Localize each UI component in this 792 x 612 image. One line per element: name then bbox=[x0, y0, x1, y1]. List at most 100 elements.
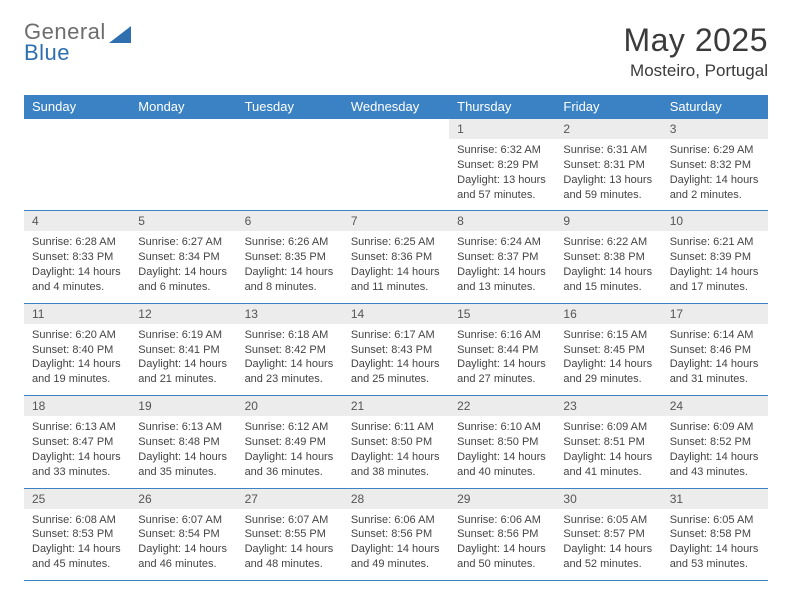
day-detail-cell: Sunrise: 6:16 AMSunset: 8:44 PMDaylight:… bbox=[449, 324, 555, 396]
sunrise-text: Sunrise: 6:06 AM bbox=[351, 513, 441, 528]
sunset-text: Sunset: 8:50 PM bbox=[457, 435, 547, 450]
daylight-text: Daylight: 14 hours and 11 minutes. bbox=[351, 265, 441, 295]
day-detail-cell: Sunrise: 6:05 AMSunset: 8:57 PMDaylight:… bbox=[555, 509, 661, 580]
day-number-cell: 25 bbox=[24, 488, 130, 509]
sunset-text: Sunset: 8:54 PM bbox=[138, 527, 228, 542]
day-detail-cell: Sunrise: 6:32 AMSunset: 8:29 PMDaylight:… bbox=[449, 139, 555, 211]
day-number-cell: 21 bbox=[343, 396, 449, 417]
day-detail-cell: Sunrise: 6:19 AMSunset: 8:41 PMDaylight:… bbox=[130, 324, 236, 396]
daylight-text: Daylight: 14 hours and 41 minutes. bbox=[563, 450, 653, 480]
daylight-text: Daylight: 13 hours and 59 minutes. bbox=[563, 173, 653, 203]
day-detail-cell bbox=[237, 139, 343, 211]
sunrise-text: Sunrise: 6:05 AM bbox=[563, 513, 653, 528]
day-number-cell: 6 bbox=[237, 211, 343, 232]
sunset-text: Sunset: 8:47 PM bbox=[32, 435, 122, 450]
daylight-text: Daylight: 14 hours and 48 minutes. bbox=[245, 542, 335, 572]
daylight-text: Daylight: 14 hours and 31 minutes. bbox=[670, 357, 760, 387]
day-number-cell: 27 bbox=[237, 488, 343, 509]
daylight-text: Daylight: 14 hours and 50 minutes. bbox=[457, 542, 547, 572]
sunrise-text: Sunrise: 6:28 AM bbox=[32, 235, 122, 250]
day-detail-cell: Sunrise: 6:11 AMSunset: 8:50 PMDaylight:… bbox=[343, 416, 449, 488]
day-number-cell: 13 bbox=[237, 303, 343, 324]
sunset-text: Sunset: 8:49 PM bbox=[245, 435, 335, 450]
sunrise-text: Sunrise: 6:07 AM bbox=[138, 513, 228, 528]
day-detail-row: Sunrise: 6:32 AMSunset: 8:29 PMDaylight:… bbox=[24, 139, 768, 211]
sunrise-text: Sunrise: 6:13 AM bbox=[138, 420, 228, 435]
sunset-text: Sunset: 8:44 PM bbox=[457, 343, 547, 358]
day-detail-cell: Sunrise: 6:17 AMSunset: 8:43 PMDaylight:… bbox=[343, 324, 449, 396]
daylight-text: Daylight: 14 hours and 21 minutes. bbox=[138, 357, 228, 387]
sunrise-text: Sunrise: 6:09 AM bbox=[563, 420, 653, 435]
daylight-text: Daylight: 14 hours and 29 minutes. bbox=[563, 357, 653, 387]
day-number-row: 18192021222324 bbox=[24, 396, 768, 417]
sunrise-text: Sunrise: 6:21 AM bbox=[670, 235, 760, 250]
title-block: May 2025 Mosteiro, Portugal bbox=[623, 22, 768, 81]
daylight-text: Daylight: 14 hours and 53 minutes. bbox=[670, 542, 760, 572]
month-title: May 2025 bbox=[623, 22, 768, 59]
weekday-header: Tuesday bbox=[237, 95, 343, 119]
sunset-text: Sunset: 8:52 PM bbox=[670, 435, 760, 450]
day-detail-row: Sunrise: 6:13 AMSunset: 8:47 PMDaylight:… bbox=[24, 416, 768, 488]
daylight-text: Daylight: 14 hours and 17 minutes. bbox=[670, 265, 760, 295]
day-number-cell: 15 bbox=[449, 303, 555, 324]
sunset-text: Sunset: 8:55 PM bbox=[245, 527, 335, 542]
sunset-text: Sunset: 8:50 PM bbox=[351, 435, 441, 450]
day-detail-cell: Sunrise: 6:14 AMSunset: 8:46 PMDaylight:… bbox=[662, 324, 768, 396]
sunset-text: Sunset: 8:45 PM bbox=[563, 343, 653, 358]
sunrise-text: Sunrise: 6:12 AM bbox=[245, 420, 335, 435]
day-detail-cell: Sunrise: 6:25 AMSunset: 8:36 PMDaylight:… bbox=[343, 231, 449, 303]
day-number-cell: 30 bbox=[555, 488, 661, 509]
weekday-header: Wednesday bbox=[343, 95, 449, 119]
day-detail-cell: Sunrise: 6:06 AMSunset: 8:56 PMDaylight:… bbox=[343, 509, 449, 580]
sunset-text: Sunset: 8:42 PM bbox=[245, 343, 335, 358]
day-detail-cell: Sunrise: 6:06 AMSunset: 8:56 PMDaylight:… bbox=[449, 509, 555, 580]
day-number-cell: 1 bbox=[449, 119, 555, 140]
daylight-text: Daylight: 14 hours and 38 minutes. bbox=[351, 450, 441, 480]
day-number-cell: 18 bbox=[24, 396, 130, 417]
sunset-text: Sunset: 8:57 PM bbox=[563, 527, 653, 542]
sunrise-text: Sunrise: 6:09 AM bbox=[670, 420, 760, 435]
day-number-cell: 3 bbox=[662, 119, 768, 140]
day-detail-cell: Sunrise: 6:31 AMSunset: 8:31 PMDaylight:… bbox=[555, 139, 661, 211]
sunrise-text: Sunrise: 6:29 AM bbox=[670, 143, 760, 158]
sunrise-text: Sunrise: 6:27 AM bbox=[138, 235, 228, 250]
sunrise-text: Sunrise: 6:07 AM bbox=[245, 513, 335, 528]
day-number-cell: 23 bbox=[555, 396, 661, 417]
header: General Blue May 2025 Mosteiro, Portugal bbox=[24, 22, 768, 81]
brand-word2: Blue bbox=[24, 43, 106, 64]
day-detail-cell bbox=[24, 139, 130, 211]
day-number-cell: 12 bbox=[130, 303, 236, 324]
sunrise-text: Sunrise: 6:05 AM bbox=[670, 513, 760, 528]
sunrise-text: Sunrise: 6:06 AM bbox=[457, 513, 547, 528]
weekday-header-row: SundayMondayTuesdayWednesdayThursdayFrid… bbox=[24, 95, 768, 119]
day-number-cell: 7 bbox=[343, 211, 449, 232]
sunrise-text: Sunrise: 6:16 AM bbox=[457, 328, 547, 343]
day-detail-cell: Sunrise: 6:29 AMSunset: 8:32 PMDaylight:… bbox=[662, 139, 768, 211]
sunrise-text: Sunrise: 6:32 AM bbox=[457, 143, 547, 158]
day-detail-cell: Sunrise: 6:13 AMSunset: 8:48 PMDaylight:… bbox=[130, 416, 236, 488]
day-number-cell: 9 bbox=[555, 211, 661, 232]
sunset-text: Sunset: 8:48 PM bbox=[138, 435, 228, 450]
day-number-cell: 28 bbox=[343, 488, 449, 509]
day-detail-cell: Sunrise: 6:09 AMSunset: 8:52 PMDaylight:… bbox=[662, 416, 768, 488]
day-number-cell: 11 bbox=[24, 303, 130, 324]
calendar-body: 123Sunrise: 6:32 AMSunset: 8:29 PMDaylig… bbox=[24, 119, 768, 580]
sunrise-text: Sunrise: 6:15 AM bbox=[563, 328, 653, 343]
day-detail-cell: Sunrise: 6:24 AMSunset: 8:37 PMDaylight:… bbox=[449, 231, 555, 303]
day-number-cell: 19 bbox=[130, 396, 236, 417]
sunset-text: Sunset: 8:56 PM bbox=[457, 527, 547, 542]
sunset-text: Sunset: 8:53 PM bbox=[32, 527, 122, 542]
day-number-row: 25262728293031 bbox=[24, 488, 768, 509]
sunrise-text: Sunrise: 6:13 AM bbox=[32, 420, 122, 435]
sunrise-text: Sunrise: 6:24 AM bbox=[457, 235, 547, 250]
day-number-row: 123 bbox=[24, 119, 768, 140]
sunrise-text: Sunrise: 6:25 AM bbox=[351, 235, 441, 250]
sunset-text: Sunset: 8:56 PM bbox=[351, 527, 441, 542]
day-detail-cell: Sunrise: 6:20 AMSunset: 8:40 PMDaylight:… bbox=[24, 324, 130, 396]
sunrise-text: Sunrise: 6:22 AM bbox=[563, 235, 653, 250]
weekday-header: Monday bbox=[130, 95, 236, 119]
day-number-cell: 8 bbox=[449, 211, 555, 232]
day-detail-cell: Sunrise: 6:08 AMSunset: 8:53 PMDaylight:… bbox=[24, 509, 130, 580]
day-detail-cell: Sunrise: 6:15 AMSunset: 8:45 PMDaylight:… bbox=[555, 324, 661, 396]
day-detail-cell: Sunrise: 6:12 AMSunset: 8:49 PMDaylight:… bbox=[237, 416, 343, 488]
